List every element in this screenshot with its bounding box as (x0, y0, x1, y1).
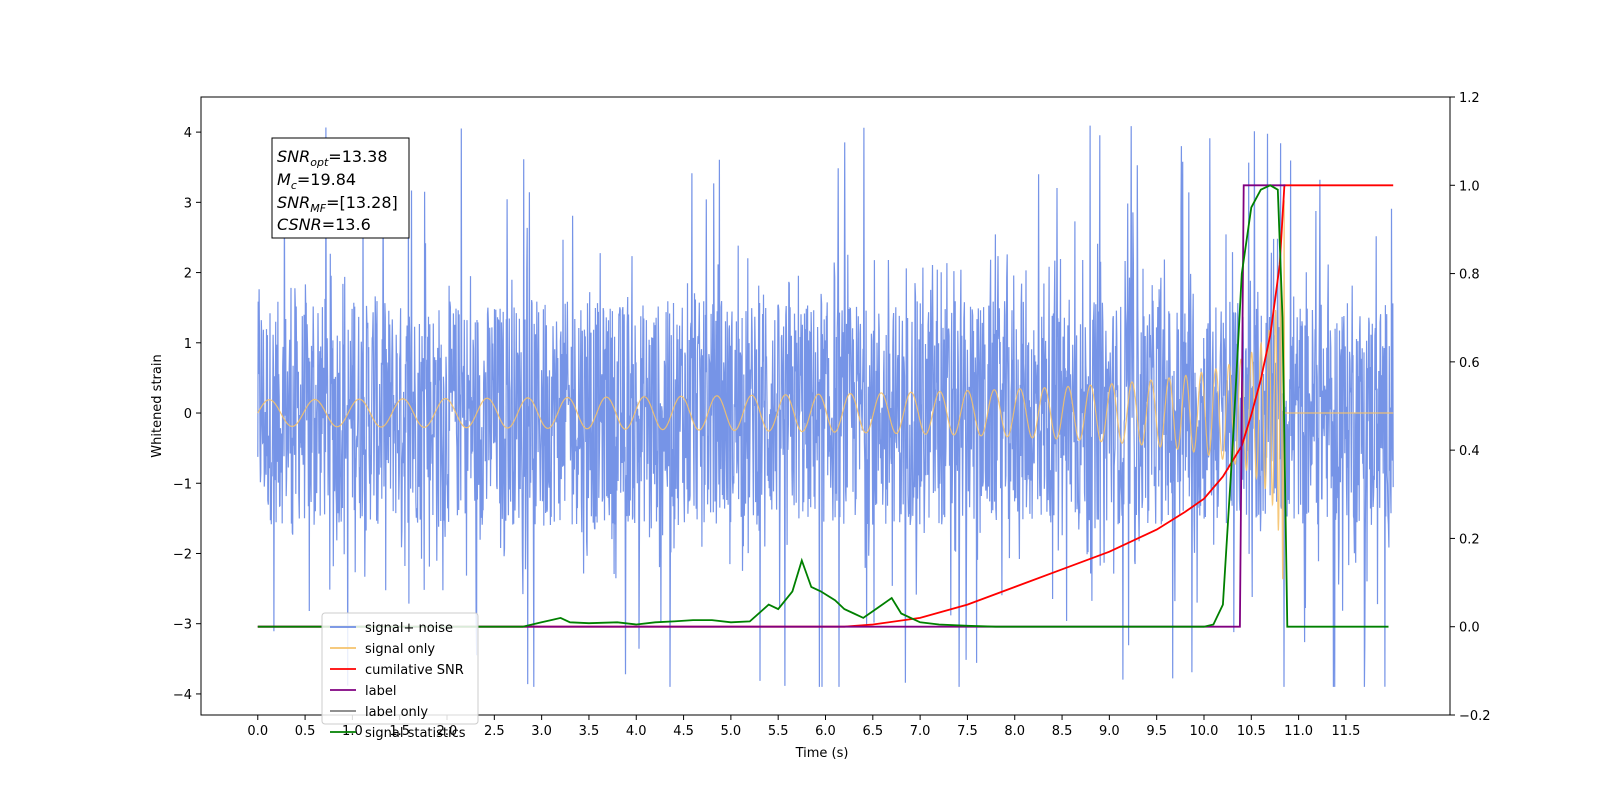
x-tick-label: 5.0 (721, 724, 742, 739)
y-tick-label: 1 (184, 337, 192, 352)
y2-tick-label: 1.2 (1459, 91, 1480, 106)
info-snr-opt: SNRopt=13.38 (277, 147, 388, 169)
y2-tick-label: 0.4 (1459, 444, 1480, 459)
y-tick-label: 3 (184, 196, 192, 211)
x-tick-label: 10.0 (1190, 724, 1219, 739)
x-tick-label: 1.5 (389, 724, 410, 739)
y2-axis-ticks: 1.2 1.0 0.8 0.6 0.4 0.2 0.0 −0.2 (1450, 91, 1491, 724)
info-snr-mf: SNRMF=[13.28] (277, 193, 398, 215)
y2-tick-label: 0.6 (1459, 356, 1480, 371)
y2-tick-label: 0.0 (1459, 621, 1480, 636)
x-tick-label: 9.5 (1146, 724, 1167, 739)
y-tick-label: 4 (184, 126, 192, 141)
info-box-frame (271, 137, 410, 239)
info-mc-value: =19.84 (297, 170, 356, 189)
x-tick-label: 5.5 (768, 724, 789, 739)
info-mc: Mc=19.84 (277, 170, 356, 192)
legend-label: label (365, 684, 396, 699)
info-snr-mf-sub: MF (310, 202, 326, 215)
series-cumilative-snr-line (257, 184, 1394, 628)
x-tick-label: 3.0 (531, 724, 552, 739)
info-box: SNRopt=13.38 Mc=19.84 SNRMF=[13.28] CSNR… (271, 137, 410, 239)
x-tick-label: 6.5 (862, 724, 883, 739)
x-tick-label: 11.5 (1331, 724, 1360, 739)
info-mc-base: M (277, 170, 291, 189)
x-tick-label: 0.5 (295, 724, 316, 739)
x-tick-label: 0.0 (247, 724, 268, 739)
legend-label: signal+ noise (365, 621, 453, 636)
legend-label: signal only (365, 642, 435, 657)
series-signal-noise-line (257, 125, 1394, 687)
series-label-line (257, 184, 1286, 628)
info-snr-opt-base: SNR (277, 147, 310, 166)
x-tick-label: 8.0 (1004, 724, 1025, 739)
y2-tick-label: 1.0 (1459, 179, 1480, 194)
x-tick-label: 8.5 (1052, 724, 1073, 739)
y2-tick-label: 0.2 (1459, 532, 1480, 547)
x-tick-label: 2.5 (484, 724, 505, 739)
series-signal-statistics-line (257, 184, 1389, 628)
plot-lines (257, 125, 1394, 687)
x-axis-label: Time (s) (795, 746, 849, 761)
info-csnr-value: =13.6 (322, 215, 371, 234)
legend-label: cumilative SNR (365, 663, 464, 678)
y2-tick-label: 0.8 (1459, 268, 1480, 283)
y-tick-label: −4 (173, 688, 192, 703)
y-tick-label: 2 (184, 267, 192, 282)
y-tick-label: −3 (173, 618, 192, 633)
y-tick-label: 0 (184, 407, 192, 422)
y2-tick-label: −0.2 (1459, 709, 1491, 724)
x-tick-label: 7.0 (910, 724, 931, 739)
y-axis-label: Whitened strain (150, 354, 165, 457)
info-snr-opt-value: =13.38 (328, 147, 387, 166)
info-snr-opt-sub: opt (310, 156, 329, 169)
x-tick-label: 7.5 (957, 724, 978, 739)
x-tick-label: 6.0 (815, 724, 836, 739)
x-tick-label: 4.0 (626, 724, 647, 739)
info-mc-sub: c (291, 179, 297, 192)
x-tick-label: 9.0 (1099, 724, 1120, 739)
y-tick-label: −2 (173, 547, 192, 562)
info-csnr: CSNR=13.6 (277, 215, 371, 234)
x-tick-label: 11.0 (1284, 724, 1313, 739)
x-tick-label: 4.5 (673, 724, 694, 739)
info-snr-mf-base: SNR (277, 193, 310, 212)
y-axis-ticks: 4 3 2 1 0 −1 −2 −3 −4 (173, 126, 201, 703)
info-snr-mf-value: =[13.28] (326, 193, 398, 212)
x-axis-ticks: 0.0 0.5 1.0 1.5 2.0 2.5 3.0 3.5 4.0 4.5 5.0 5.5 6.0 6… (247, 715, 1360, 739)
legend-frame (321, 612, 479, 725)
x-tick-label: 3.5 (579, 724, 600, 739)
legend: signal+ noise signal only cumilative SNR la… (321, 612, 479, 741)
legend-label: label only (365, 705, 428, 720)
y-tick-label: −1 (173, 477, 192, 492)
series-signal-only-line (257, 200, 1394, 580)
info-csnr-base: CSNR (277, 215, 322, 234)
x-tick-label: 2.0 (437, 724, 458, 739)
legend-items: signal+ noise signal only cumilative SNR la… (330, 621, 466, 741)
x-tick-label: 10.5 (1237, 724, 1266, 739)
legend-label: signal statistics (365, 726, 466, 741)
